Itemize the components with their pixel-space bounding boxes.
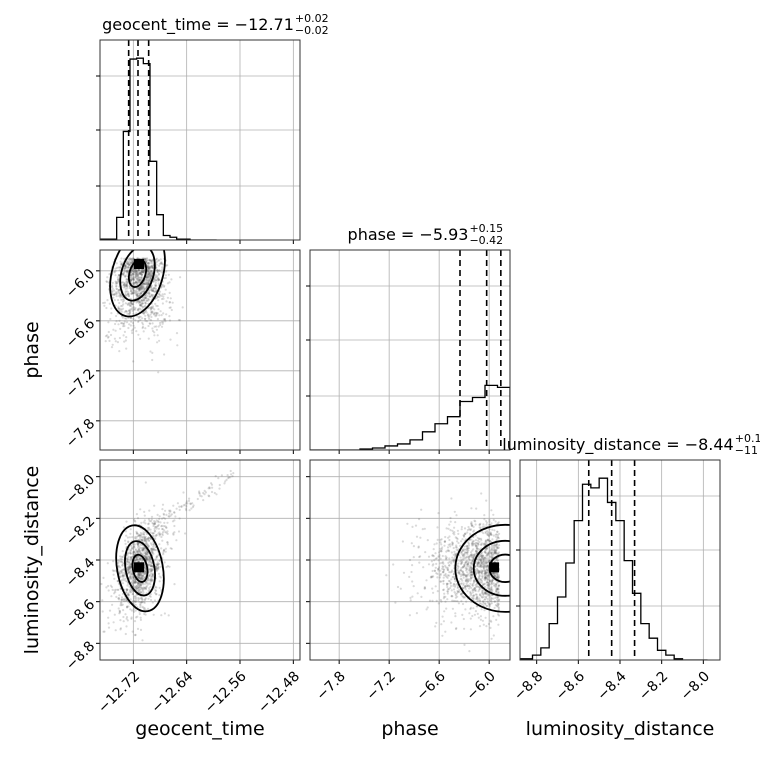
scatter-luminosity_distance_vs_phase xyxy=(385,492,510,653)
x-tick-label-phase-0: −7.8 xyxy=(314,668,349,703)
y-tick-label-luminosity_distance-4: −8.0 xyxy=(63,472,98,507)
panel-frame-1-1 xyxy=(309,249,511,451)
x-tick-label-phase-2: −6.6 xyxy=(414,668,449,703)
density-peak-luminosity_distance_vs_phase xyxy=(489,562,499,573)
contour-luminosity_distance_vs_geocent_time-0 xyxy=(131,553,149,583)
grid-layer xyxy=(100,40,720,660)
y-tick-label-luminosity_distance-2: −8.4 xyxy=(63,555,98,590)
y-tick-label-luminosity_distance-1: −8.6 xyxy=(63,597,98,632)
x-tick-label-geocent_time-0: −12.72 xyxy=(95,668,143,716)
y-tick-label-phase-1: −7.2 xyxy=(63,366,98,401)
density-peak-phase_vs_geocent_time xyxy=(134,259,144,269)
x-tick-label-geocent_time-3: −12.48 xyxy=(255,668,303,716)
y-tick-label-luminosity_distance-0: −8.8 xyxy=(63,638,98,673)
x-tick-label-luminosity_distance-0: −8.8 xyxy=(511,668,546,703)
title-text-luminosity_distance: luminosity_distance = −8.44 xyxy=(502,435,733,455)
y-tick-label-luminosity_distance-3: −8.2 xyxy=(63,513,98,548)
contour-luminosity_distance_vs_geocent_time-2 xyxy=(115,524,165,613)
x-tick-label-luminosity_distance-1: −8.6 xyxy=(553,668,588,703)
x-tick-label-luminosity_distance-4: −8.0 xyxy=(678,668,713,703)
y-axis-label-phase: phase xyxy=(21,321,43,378)
contour-luminosity_distance_vs_phase-1 xyxy=(472,539,510,597)
scatter-phase_vs_geocent_time xyxy=(102,250,184,374)
panel-frame-2-2 xyxy=(519,459,721,661)
title-luminosity_distance: luminosity_distance = −8.44+0.11−11 xyxy=(502,432,760,457)
panel-frame-0-0 xyxy=(99,39,301,241)
title-minus-geocent_time: −0.02 xyxy=(295,24,329,37)
y-tick-label-phase-3: −6.0 xyxy=(63,266,98,301)
title-plus-geocent_time: +0.02 xyxy=(295,12,329,25)
contour-luminosity_distance_vs_phase-2 xyxy=(454,523,510,613)
x-tick-label-phase-3: −6.0 xyxy=(464,668,499,703)
x-tick-label-luminosity_distance-3: −8.2 xyxy=(636,668,671,703)
title-geocent_time: geocent_time = −12.71 +0.02−0.02 xyxy=(102,12,329,37)
histogram-layer xyxy=(100,40,708,660)
y-tick-label-phase-0: −7.8 xyxy=(63,416,98,451)
scatter-luminosity_distance_vs_geocent_time xyxy=(100,469,235,642)
panel-frame-1-0 xyxy=(99,249,301,451)
contour-luminosity_distance_vs_geocent_time-1 xyxy=(124,540,156,597)
y-tick-label-phase-2: −6.6 xyxy=(63,316,98,351)
x-tick-label-geocent_time-2: −12.56 xyxy=(202,668,250,716)
title-plus-luminosity_distance: +0.11 xyxy=(735,432,760,445)
x-tick-label-luminosity_distance-2: −8.4 xyxy=(594,668,629,703)
scatter-layer xyxy=(100,250,510,653)
title-minus-phase: −0.42 xyxy=(469,234,503,247)
histogram-luminosity_distance xyxy=(520,477,708,660)
frame-layer xyxy=(96,39,721,664)
contour-phase_vs_geocent_time-2 xyxy=(109,250,166,318)
x-axis-label-geocent_time: geocent_time xyxy=(135,718,264,740)
title-minus-luminosity_distance: −11 xyxy=(735,444,758,457)
density-peak-luminosity_distance_vs_geocent_time xyxy=(134,562,144,573)
x-tick-label-geocent_time-1: −12.64 xyxy=(148,668,196,716)
x-axis-label-phase: phase xyxy=(381,718,438,740)
x-axis-label-luminosity_distance: luminosity_distance xyxy=(526,718,715,740)
panel-frame-2-1 xyxy=(309,459,511,661)
x-tick-label-phase-1: −7.2 xyxy=(364,668,399,703)
contour-phase_vs_geocent_time-1 xyxy=(119,250,156,302)
panel-frame-2-0 xyxy=(99,459,301,661)
y-axis-label-luminosity_distance: luminosity_distance xyxy=(21,466,43,655)
title-plus-phase: +0.15 xyxy=(469,222,503,235)
title-text-phase: phase = −5.93 xyxy=(348,225,469,244)
title-text-geocent_time: geocent_time = −12.71 xyxy=(102,15,294,35)
title-phase: phase = −5.93 +0.15−0.42 xyxy=(348,222,504,247)
histogram-geocent_time xyxy=(100,57,217,240)
histogram-phase xyxy=(310,384,510,450)
